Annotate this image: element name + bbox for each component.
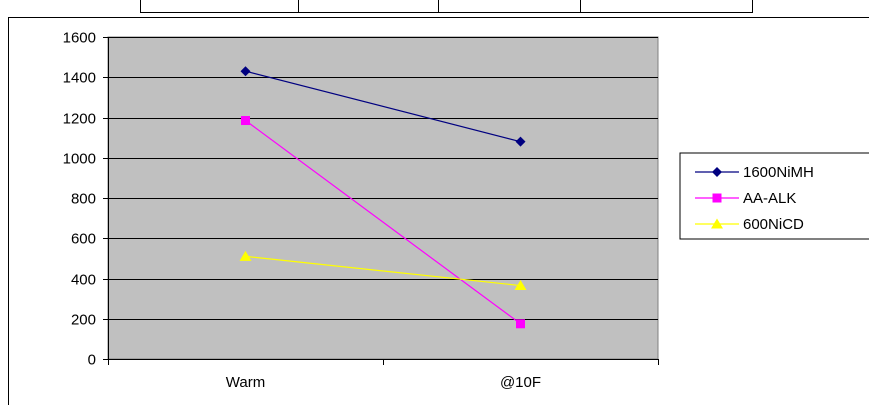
x-tick-label: @10F (500, 374, 541, 391)
series-line (245, 255, 521, 287)
y-tick-label: 1400 (63, 70, 96, 87)
series-layer (239, 66, 527, 329)
series-1600NiMH (240, 66, 526, 147)
data-point-marker (241, 116, 250, 126)
data-point-marker (514, 280, 527, 291)
x-axis: Warm @10F (108, 359, 659, 391)
series-line (245, 120, 521, 325)
table-strip (140, 0, 753, 13)
y-tick-label: 0 (88, 352, 96, 369)
data-point-marker (239, 250, 252, 261)
y-tick-label: 1200 (63, 111, 96, 128)
gridlines (108, 37, 658, 320)
series-line (245, 70, 521, 143)
data-point-marker (515, 136, 526, 147)
legend-item: AA-ALK (695, 190, 796, 207)
series-AA-ALK (241, 116, 525, 329)
legend-marker (712, 167, 722, 177)
y-axis: 0 200 400 600 800 1000 1200 1400 1600 (63, 30, 109, 369)
series-600NiCD (239, 250, 527, 291)
data-point-marker (240, 66, 251, 77)
legend-item: 1600NiMH (695, 164, 814, 181)
data-point-marker (516, 319, 525, 329)
y-tick-label: 400 (71, 272, 96, 289)
legend-label: 1600NiMH (743, 164, 814, 181)
legend-marker (711, 218, 723, 229)
legend-label: AA-ALK (743, 190, 796, 207)
y-tick-label: 800 (71, 191, 96, 208)
legend-marker (712, 193, 722, 203)
y-tick-label: 1000 (63, 151, 96, 168)
x-tick-label: Warm (226, 374, 265, 391)
y-tick-label: 1600 (63, 30, 96, 47)
legend-item: 600NiCD (695, 216, 804, 233)
legend: 1600NiMH AA-ALK 600NiCD (679, 152, 869, 240)
legend-box (679, 152, 869, 240)
legend-label: 600NiCD (743, 216, 804, 233)
y-tick-label: 600 (71, 231, 96, 248)
y-tick-label: 200 (71, 312, 96, 329)
